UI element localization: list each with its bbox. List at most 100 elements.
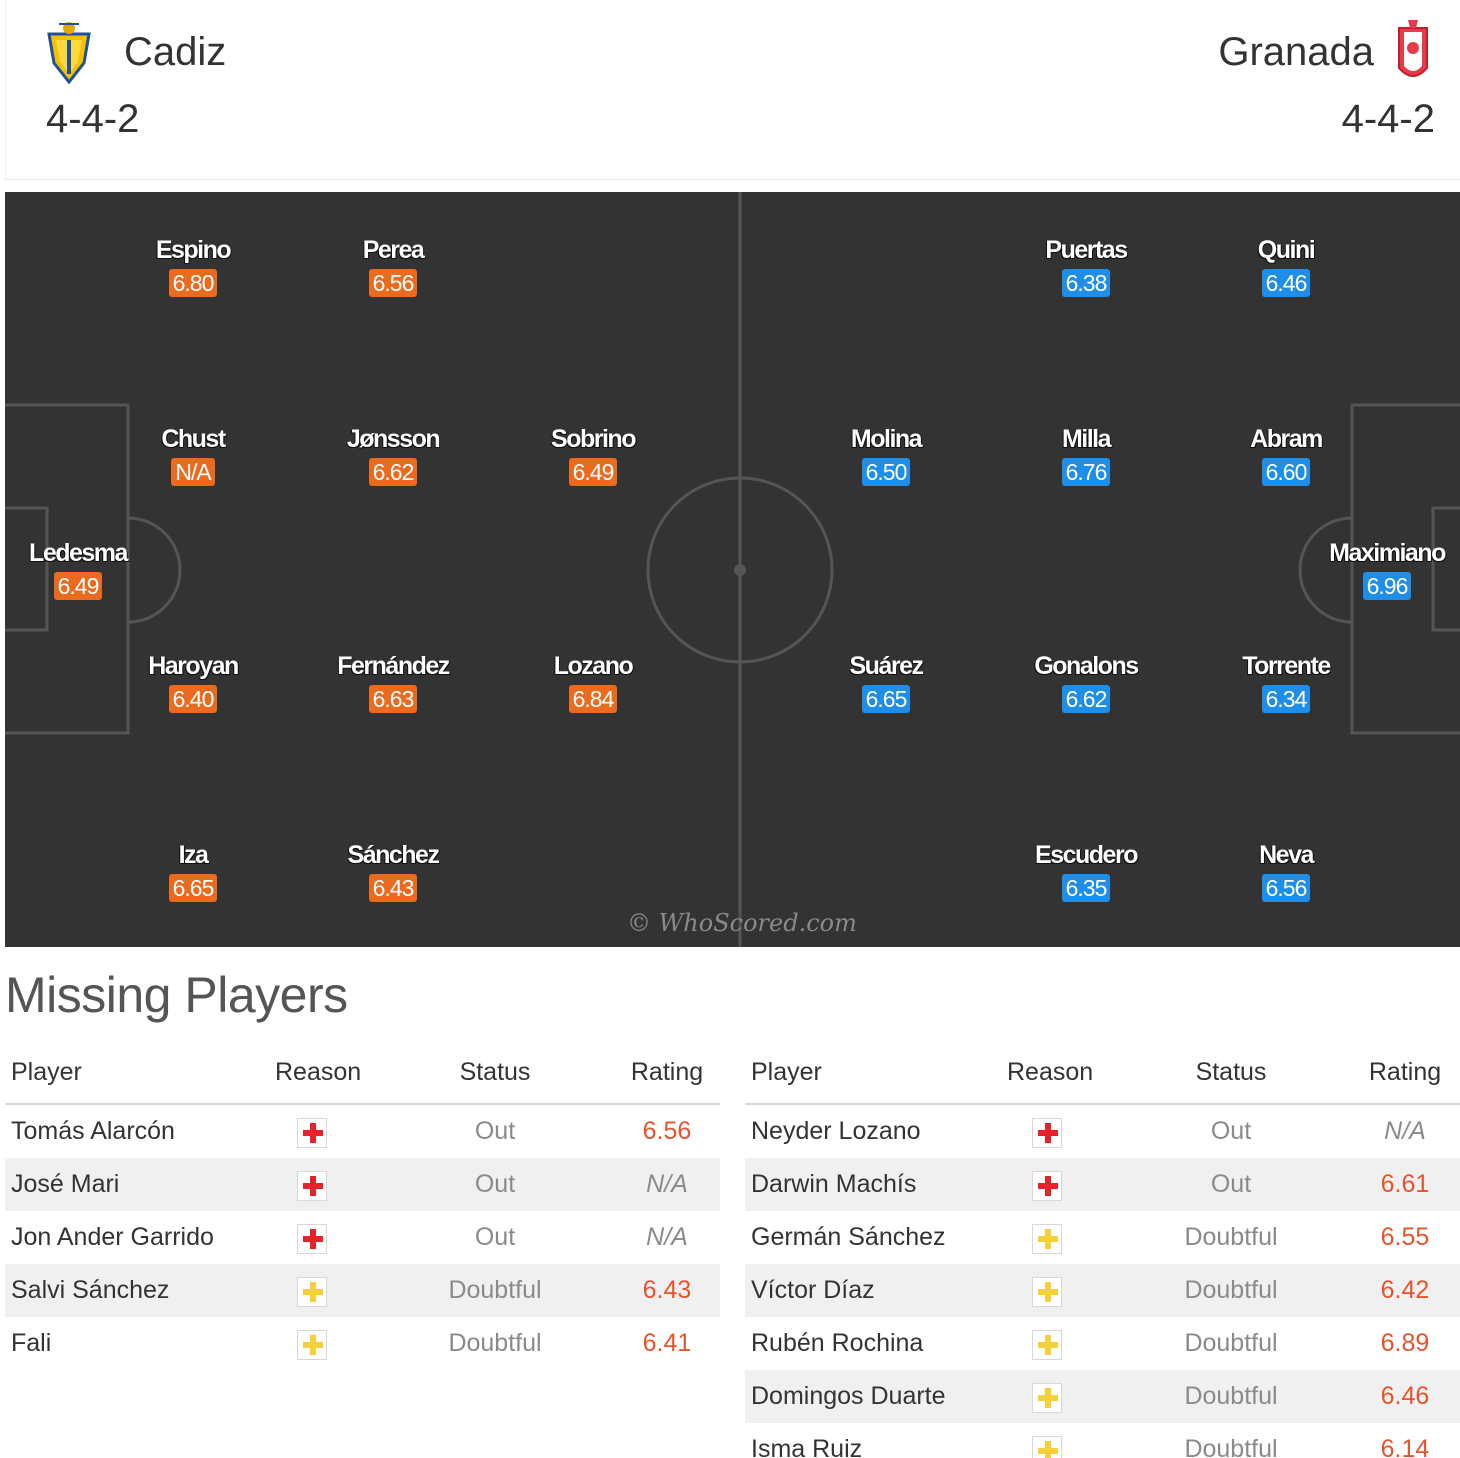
watermark: © WhoScored.com [627,909,857,937]
player-link[interactable]: Rubén Rochina [751,1329,924,1357]
player-name: Chust [161,425,226,453]
player-link[interactable]: Domingos Duarte [751,1382,946,1410]
player-link[interactable]: Darwin Machís [751,1170,917,1198]
rating-value: 6.55 [1380,1223,1430,1251]
home-player[interactable]: Sánchez 6.43 [323,840,463,902]
table-row: Neyder Lozano Out N/A [745,1105,1460,1158]
column-header-rating[interactable]: Rating [630,1058,704,1086]
player-name: Jønsson [346,425,441,453]
home-team-name[interactable]: Cadiz [124,30,227,74]
player-name: Escudero [1035,841,1138,869]
player-rating: 6.40 [168,685,218,713]
player-link[interactable]: Tomás Alarcón [11,1117,175,1145]
player-link[interactable]: Isma Ruiz [751,1435,863,1458]
column-header-rating[interactable]: Rating [1368,1058,1442,1086]
away-player[interactable]: Maximiano 6.96 [1317,538,1457,600]
player-link[interactable]: Germán Sánchez [751,1223,946,1251]
away-player[interactable]: Neva 6.56 [1216,840,1356,902]
player-rating: 6.60 [1261,458,1311,486]
table-row: Isma Ruiz Doubtful 6.14 [745,1423,1460,1458]
away-player[interactable]: Gonalons 6.62 [1016,651,1156,713]
away-missing-table: Player Reason Status Rating Neyder Lozan… [745,1050,1460,1458]
column-header-status[interactable]: Status [1195,1058,1267,1086]
away-player[interactable]: Escudero 6.35 [1016,840,1156,902]
player-name: Milla [1061,425,1112,453]
rating-value: 6.56 [642,1117,692,1145]
table-row: Tomás Alarcón Out 6.56 [5,1105,720,1158]
player-name: Fernández [337,652,450,680]
home-player[interactable]: Sobrino 6.49 [523,424,663,486]
away-player[interactable]: Milla 6.76 [1016,424,1156,486]
player-rating: 6.49 [568,458,618,486]
rating-value: 6.14 [1380,1435,1430,1458]
column-header-reason[interactable]: Reason [275,1058,362,1086]
status-text: Doubtful [1184,1382,1278,1410]
player-rating: 6.62 [368,458,418,486]
home-missing-table: Player Reason Status Rating Tomás Alarcó… [5,1050,720,1370]
player-rating: 6.49 [53,572,103,600]
player-link[interactable]: Víctor Díaz [751,1276,875,1304]
column-header-reason[interactable]: Reason [1007,1058,1094,1086]
player-link[interactable]: Fali [11,1329,52,1357]
player-rating: 6.46 [1261,269,1311,297]
doubtful-yellow-cross-icon [1032,1277,1062,1307]
away-player[interactable]: Suárez 6.65 [816,651,956,713]
player-link[interactable]: José Mari [11,1170,120,1198]
player-name: Quini [1257,236,1316,264]
player-name: Molina [850,425,923,453]
player-name: Maximiano [1329,539,1446,567]
home-player[interactable]: Iza 6.65 [123,840,263,902]
away-player[interactable]: Molina 6.50 [816,424,956,486]
player-rating: 6.76 [1061,458,1111,486]
player-rating: 6.63 [368,685,418,713]
away-player[interactable]: Abram 6.60 [1216,424,1356,486]
player-rating: 6.38 [1061,269,1111,297]
home-player[interactable]: Perea 6.56 [323,235,463,297]
cadiz-crest-icon [47,22,91,85]
player-name: Perea [362,236,425,264]
player-link[interactable]: Neyder Lozano [751,1117,921,1145]
rating-value: 6.89 [1380,1329,1430,1357]
table-row: Salvi Sánchez Doubtful 6.43 [5,1264,720,1317]
player-name: Gonalons [1034,652,1139,680]
player-name: Lozano [553,652,634,680]
player-rating: 6.35 [1061,874,1111,902]
player-rating: 6.50 [861,458,911,486]
table-header: Player Reason Status Rating [5,1050,720,1105]
player-link[interactable]: Salvi Sánchez [11,1276,170,1304]
column-header-player[interactable]: Player [11,1058,82,1086]
rating-value: 6.46 [1380,1382,1430,1410]
table-row: Rubén Rochina Doubtful 6.89 [745,1317,1460,1370]
player-name: Ledesma [29,539,128,567]
granada-crest-icon [1398,20,1428,77]
status-text: Doubtful [1184,1276,1278,1304]
home-player[interactable]: Ledesma 6.49 [8,538,148,600]
player-link[interactable]: Jon Ander Garrido [11,1223,214,1251]
player-name: Puertas [1045,236,1128,264]
home-player[interactable]: Jønsson 6.62 [323,424,463,486]
column-header-status[interactable]: Status [459,1058,531,1086]
injury-red-cross-icon [1032,1171,1062,1201]
home-player[interactable]: Haroyan 6.40 [123,651,263,713]
rating-value: 6.41 [642,1329,692,1357]
away-team-name[interactable]: Granada [1218,30,1374,74]
away-player[interactable]: Puertas 6.38 [1016,235,1156,297]
player-name: Espino [155,236,232,264]
status-text: Doubtful [448,1329,542,1357]
home-formation: 4-4-2 [46,97,140,141]
doubtful-yellow-cross-icon [1032,1436,1062,1458]
rating-value: N/A [646,1170,688,1198]
player-rating: 6.96 [1362,572,1412,600]
player-rating: N/A [171,458,215,486]
away-player[interactable]: Quini 6.46 [1216,235,1356,297]
player-rating: 6.34 [1261,685,1311,713]
home-player[interactable]: Chust N/A [123,424,263,486]
home-player[interactable]: Lozano 6.84 [523,651,663,713]
column-header-player[interactable]: Player [751,1058,822,1086]
rating-value: N/A [646,1223,688,1251]
home-player[interactable]: Espino 6.80 [123,235,263,297]
away-player[interactable]: Torrente 6.34 [1216,651,1356,713]
table-row: Domingos Duarte Doubtful 6.46 [745,1370,1460,1423]
player-name: Neva [1259,841,1314,869]
home-player[interactable]: Fernández 6.63 [323,651,463,713]
